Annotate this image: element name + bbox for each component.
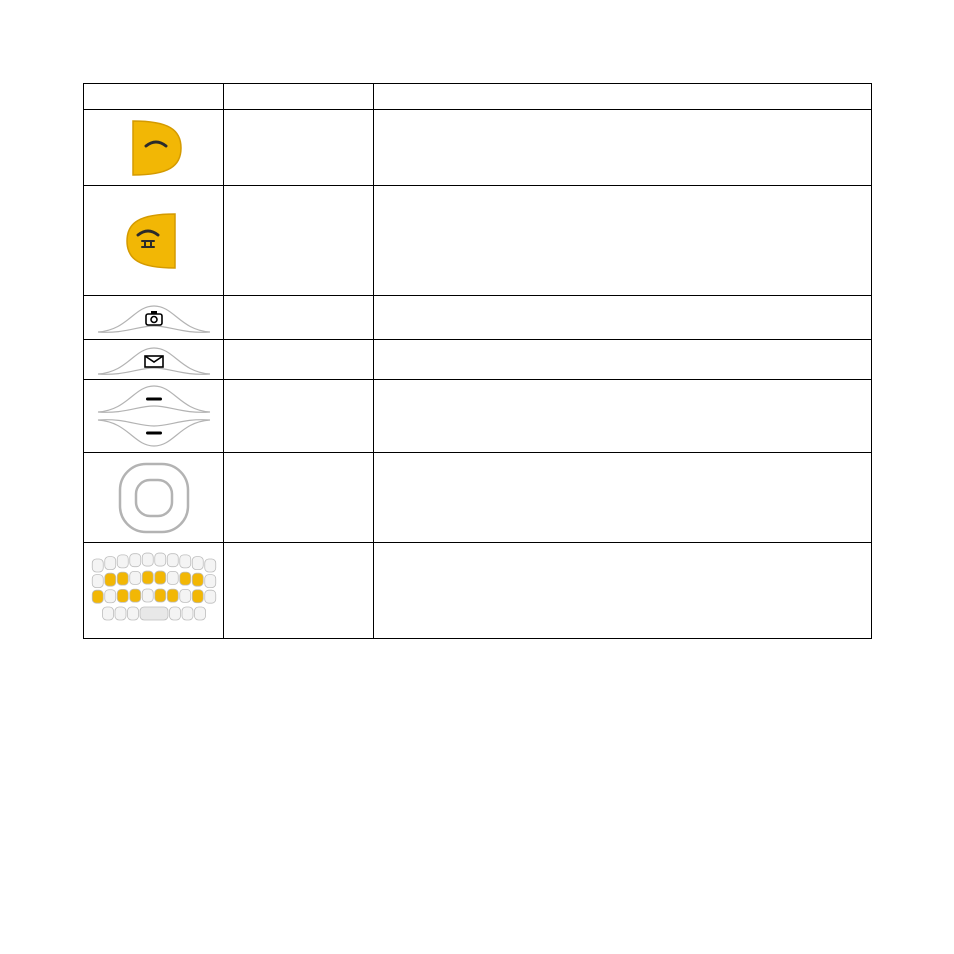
- name-cell: [224, 84, 374, 110]
- navigation-ring-cell: [84, 453, 224, 543]
- name-cell: [224, 380, 374, 453]
- icon-header-cell: [84, 84, 224, 110]
- softkeys-cell: [84, 380, 224, 453]
- table-row: [84, 296, 872, 340]
- camera-hotkey-cell: [84, 296, 224, 340]
- qwerty-keypad-cell: [84, 543, 224, 639]
- table-row: [84, 453, 872, 543]
- name-cell: [224, 110, 374, 186]
- table-row: [84, 84, 872, 110]
- keys-reference-table: [83, 83, 872, 639]
- message-hotkey-cell: [84, 340, 224, 380]
- name-cell: [224, 340, 374, 380]
- description-cell: [374, 453, 872, 543]
- description-cell: [374, 543, 872, 639]
- call-key-cell: [84, 110, 224, 186]
- table-row: [84, 380, 872, 453]
- table-row: [84, 110, 872, 186]
- end-call-key-cell: [84, 186, 224, 296]
- description-cell: [374, 110, 872, 186]
- table-row: [84, 340, 872, 380]
- name-cell: [224, 453, 374, 543]
- end-call-key-icon: [84, 208, 223, 274]
- description-cell: [374, 84, 872, 110]
- camera-hotkey-icon: [84, 300, 223, 336]
- description-cell: [374, 380, 872, 453]
- description-cell: [374, 186, 872, 296]
- page: [0, 0, 954, 954]
- navigation-ring-icon: [84, 458, 223, 538]
- qwerty-keypad-icon: [84, 549, 223, 633]
- name-cell: [224, 186, 374, 296]
- softkeys-icon: [84, 380, 223, 452]
- message-hotkey-icon: [84, 342, 223, 378]
- table-row: [84, 186, 872, 296]
- name-cell: [224, 543, 374, 639]
- description-cell: [374, 296, 872, 340]
- name-cell: [224, 296, 374, 340]
- call-key-icon: [84, 115, 223, 181]
- table-row: [84, 543, 872, 639]
- description-cell: [374, 340, 872, 380]
